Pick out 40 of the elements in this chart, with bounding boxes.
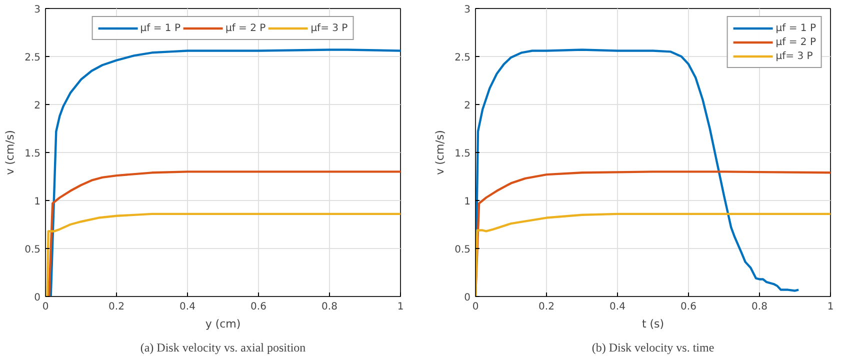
text: (a) Disk velocity vs. axial position xyxy=(140,340,306,354)
legend-label: μf = 2 P xyxy=(225,22,266,34)
x-tick-label: 0.8 xyxy=(322,302,338,312)
text: (b) Disk velocity vs. time xyxy=(592,340,714,354)
y-tick-label: 1 xyxy=(34,196,41,208)
legend-label: μf= 3 P xyxy=(310,22,348,34)
y-tick-label: 0.5 xyxy=(24,244,41,256)
legend-label: μf = 1 P xyxy=(140,22,180,34)
y-tick-label: 1.5 xyxy=(454,148,471,160)
y-tick-label: 2 xyxy=(34,100,41,112)
x-tick-label: 0.6 xyxy=(680,302,696,312)
x-tick-label: 0.6 xyxy=(250,302,266,312)
x-tick-label: 0 xyxy=(42,302,49,312)
line-series xyxy=(48,170,400,296)
x-tick-label: 0 xyxy=(472,302,479,312)
x-tick-label: 1 xyxy=(397,302,404,312)
x-tick-label: 0.4 xyxy=(610,302,626,312)
x-tick-label: 0.8 xyxy=(752,302,768,312)
x-axis-title: y (cm) xyxy=(205,318,241,330)
x-tick-label: 0.2 xyxy=(538,302,554,312)
y-tick-label: 2.5 xyxy=(454,52,471,64)
legend-label: μf = 2 P xyxy=(776,36,816,48)
legend-label: μf= 3 P xyxy=(776,50,813,62)
y-tick-label: 3 xyxy=(34,4,41,16)
y-tick-label: 0.5 xyxy=(454,244,471,256)
y-tick-label: 1 xyxy=(464,196,471,208)
x-tick-label: 0.2 xyxy=(108,302,124,312)
x-axis-title: t (s) xyxy=(642,318,664,330)
y-tick-label: 2 xyxy=(464,100,471,112)
y-tick-label: 3 xyxy=(464,4,471,16)
y-tick-label: 1.5 xyxy=(24,148,41,160)
y-tick-label: 0 xyxy=(34,292,41,304)
y-axis-title: v (cm/s) xyxy=(4,130,17,175)
x-tick-label: 1 xyxy=(827,302,834,312)
line-series xyxy=(50,48,400,296)
y-tick-label: 0 xyxy=(464,292,471,304)
x-tick-label: 0.4 xyxy=(180,302,196,312)
legend-label: μf = 1 P xyxy=(776,22,816,34)
y-axis-title: v (cm/s) xyxy=(434,130,447,175)
y-tick-label: 2.5 xyxy=(24,52,41,64)
